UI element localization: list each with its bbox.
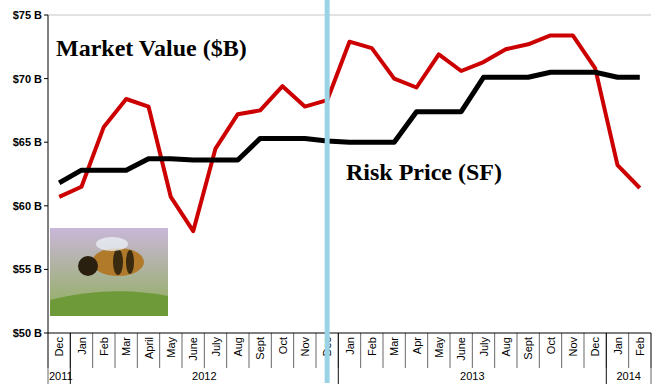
y-tick-label: $60 B — [13, 200, 42, 212]
x-tick-label: Jan — [76, 337, 88, 355]
year-separator — [338, 333, 339, 384]
x-separator — [293, 333, 294, 368]
x-tick-label: Jan — [344, 337, 356, 355]
x-separator — [383, 333, 384, 368]
chart: $50 B $55 B $60 B $65 B $70 B $75 B Dec Jan Feb M… — [0, 0, 654, 385]
x-tick-label: July — [210, 337, 222, 357]
x-tick-label: Sept — [254, 337, 266, 360]
x-tick-label: July — [478, 337, 490, 357]
year-label: 2012 — [192, 370, 216, 382]
x-tick-label: Dec — [589, 337, 601, 357]
x-separator — [517, 333, 518, 368]
x-separator — [204, 333, 205, 368]
year-separator — [651, 333, 652, 384]
x-separator — [137, 333, 138, 368]
plot-frame — [48, 15, 651, 16]
y-tick — [44, 333, 48, 334]
y-tick — [44, 78, 48, 79]
year-label: 2013 — [460, 370, 484, 382]
bee-body — [92, 248, 144, 276]
x-tick-label: Nov — [567, 337, 579, 357]
x-separator — [226, 333, 227, 368]
y-axis — [48, 15, 49, 333]
bee-background — [50, 228, 168, 316]
x-tick-label: June — [187, 337, 199, 361]
x-tick-label: Oct — [277, 337, 289, 354]
x-tick-label: Feb — [98, 337, 110, 356]
x-separator — [494, 333, 495, 368]
y-tick — [44, 15, 48, 16]
x-tick-label: May — [165, 337, 177, 358]
leaf — [50, 291, 168, 316]
x-separator — [159, 333, 160, 368]
series-label: Market Value ($B) — [56, 35, 247, 61]
y-tick — [44, 269, 48, 270]
x-tick-label: Feb — [634, 337, 646, 356]
x-separator — [316, 333, 317, 368]
x-separator — [115, 333, 116, 368]
x-tick-label: May — [433, 337, 445, 358]
x-tick-label: Jan — [612, 337, 624, 355]
y-tick — [44, 205, 48, 206]
year-separator — [70, 333, 71, 384]
x-tick-label: Feb — [366, 337, 378, 356]
y-tick-label: $65 B — [13, 136, 42, 148]
bee-stripe — [113, 249, 123, 275]
series-line — [59, 35, 640, 231]
x-separator — [405, 333, 406, 368]
x-axis — [48, 333, 651, 334]
x-separator — [249, 333, 250, 368]
x-tick-label: Mar — [388, 337, 400, 356]
x-separator — [450, 333, 451, 368]
x-separator — [539, 333, 540, 368]
x-separator — [271, 333, 272, 368]
x-tick-label: Aug — [500, 337, 512, 357]
x-separator — [182, 333, 183, 368]
x-tick-label: Apr — [411, 337, 423, 354]
x-separator — [584, 333, 585, 368]
x-tick-label: Sept — [522, 337, 534, 360]
x-tick-label: Oct — [545, 337, 557, 354]
y-tick-label: $75 B — [13, 9, 42, 21]
x-separator — [92, 333, 93, 368]
year-label: 2014 — [616, 370, 640, 382]
reference-line — [325, 0, 330, 383]
x-separator — [427, 333, 428, 368]
bee-picture — [50, 228, 168, 316]
x-tick-label: April — [143, 337, 155, 359]
year-separator — [606, 333, 607, 384]
bee-wing — [96, 237, 128, 251]
x-separator — [628, 333, 629, 368]
x-tick-label: Dec — [53, 337, 65, 357]
plot-lines — [59, 35, 640, 231]
y-tick-label: $50 B — [13, 327, 42, 339]
year-label: 2011 — [49, 370, 73, 382]
year-separator — [338, 333, 339, 384]
y-tick — [44, 142, 48, 143]
x-tick-label: Aug — [232, 337, 244, 357]
x-tick-label: Mar — [120, 337, 132, 356]
bee-head — [78, 256, 98, 276]
x-tick-label: Nov — [299, 337, 311, 357]
y-tick-label: $55 B — [13, 263, 42, 275]
x-tick-label: June — [455, 337, 467, 361]
x-separator — [472, 333, 473, 368]
y-tick-label: $70 B — [13, 73, 42, 85]
x-separator — [561, 333, 562, 368]
series-label: Risk Price (SF) — [346, 159, 502, 185]
bee-stripe — [126, 250, 134, 274]
year-separator — [606, 333, 607, 384]
x-separator — [360, 333, 361, 368]
